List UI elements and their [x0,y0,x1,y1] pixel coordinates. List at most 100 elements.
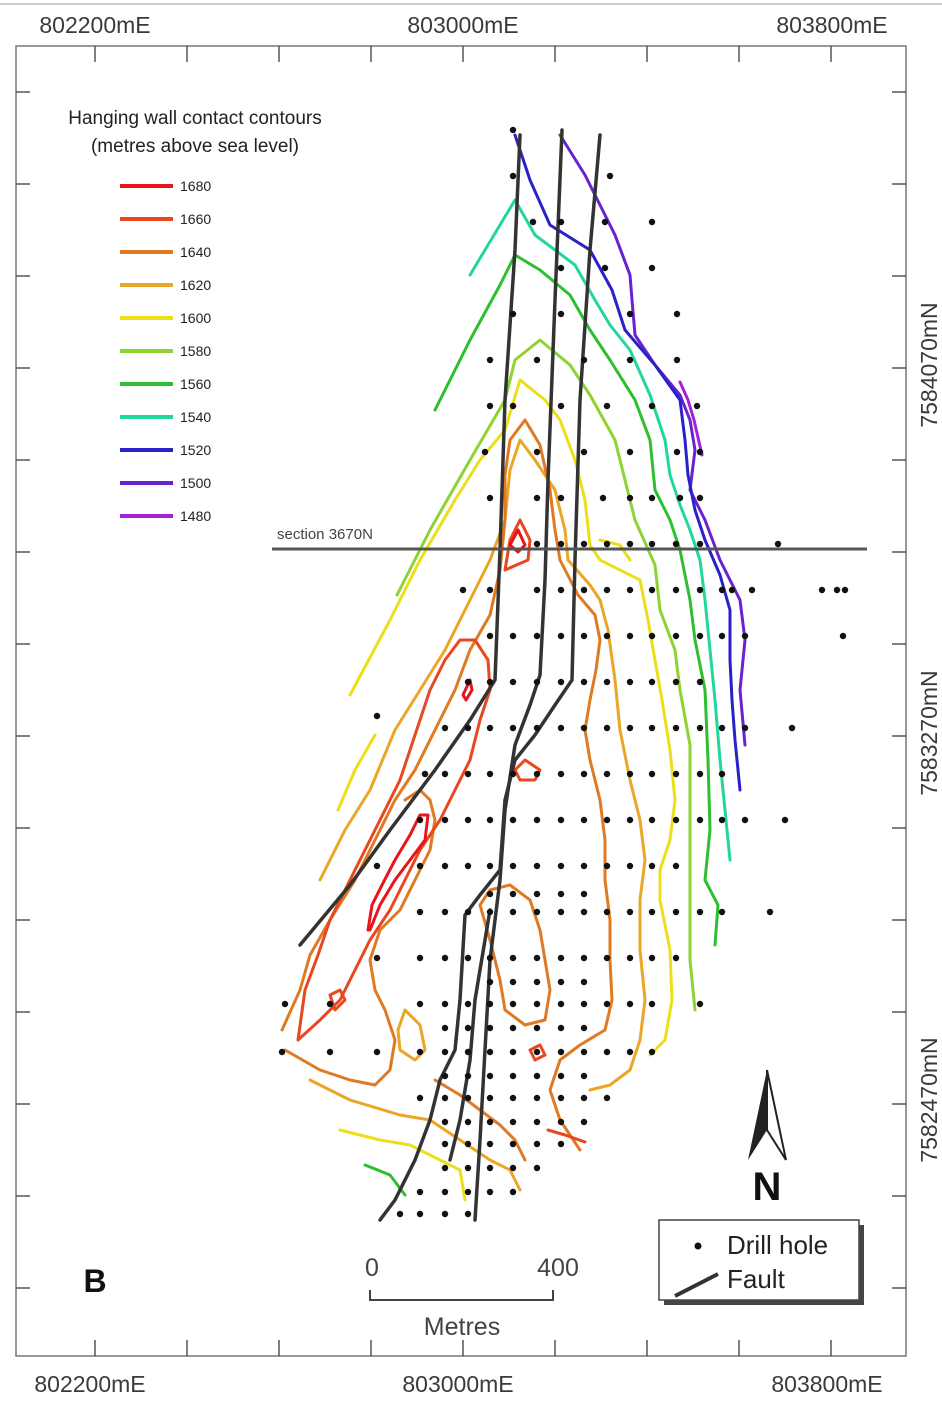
drill-hole [464,908,472,916]
drill-hole [672,632,680,640]
drill-hole [486,1094,494,1102]
drill-hole [648,402,656,410]
drill-hole [416,862,424,870]
drill-hole [486,586,494,594]
drill-hole [486,724,494,732]
drill-hole [509,310,517,318]
northing-label-2: 7583270mN [916,670,942,795]
easting-label-top-1: 802200mE [39,12,150,38]
contour-1640-loop [283,788,437,1087]
contour-1660 [296,638,492,1042]
drill-hole [441,1048,449,1056]
drill-hole [728,586,736,594]
easting-label-top-3: 803800mE [776,12,887,38]
drill-hole [580,356,588,364]
drill-hole [599,494,607,502]
drill-hole [441,770,449,778]
drill-hole [748,586,756,594]
section-label: section 3670N [277,526,373,543]
drill-hole [693,402,701,410]
drill-hole [580,978,588,986]
drill-hole [557,724,565,732]
drill-hole [509,978,517,986]
drill-hole [557,862,565,870]
drill-hole [580,540,588,548]
drill-hole [486,1048,494,1056]
drill-hole [696,540,704,548]
drill-hole [326,1048,334,1056]
drill-hole [648,724,656,732]
drill-hole [533,1072,541,1080]
drill-hole [459,586,467,594]
key-fault-label: Fault [727,1264,786,1294]
drill-hole [509,1024,517,1032]
drill-hole [580,678,588,686]
drill-hole [557,402,565,410]
contour-1660-loop2 [328,988,347,1012]
contour-1620 [318,438,647,1092]
drill-hole [557,770,565,778]
contour-1640-mid [478,883,552,1027]
drill-hole [416,1000,424,1008]
drill-hole [441,724,449,732]
contour-1520 [513,133,742,792]
drill-hole [533,816,541,824]
drill-hole [557,310,565,318]
drill-hole [509,724,517,732]
contour-1480 [678,380,704,457]
drill-hole [509,1000,517,1008]
drill-hole [580,586,588,594]
scale-start-label: 0 [365,1254,379,1282]
legend-label: 1500 [180,475,211,491]
drill-hole [533,448,541,456]
scale-unit-label: Metres [424,1313,500,1341]
fault-line-2 [473,128,564,1222]
drill-hole [509,1048,517,1056]
scale-end-label: 400 [537,1254,579,1282]
drill-hole [626,908,634,916]
drill-hole [696,494,704,502]
legend-label: 1520 [180,442,211,458]
drill-hole [788,724,796,732]
drill-hole [603,678,611,686]
drill-hole [580,1024,588,1032]
drill-hole [441,816,449,824]
drill-hole [672,678,680,686]
drill-hole [557,954,565,962]
drill-hole [486,954,494,962]
drill-hole [626,586,634,594]
contour-1560 [433,253,720,947]
drill-hole [580,1118,588,1126]
drill-hole [557,1000,565,1008]
scale-bar-line [369,1290,554,1301]
drill-hole [557,264,565,272]
drill-hole [601,264,609,272]
drill-hole [603,586,611,594]
drill-hole [486,978,494,986]
drill-hole [648,494,656,502]
drill-hole [648,632,656,640]
scale-bar: 0 400 Metres [365,1254,579,1341]
drill-hole [626,310,634,318]
drill-hole [603,540,611,548]
drill-hole [648,540,656,548]
drill-hole [464,770,472,778]
drill-hole [648,218,656,226]
key-drill-hole-label: Drill hole [727,1230,828,1260]
legend-label: 1580 [180,343,211,359]
drill-hole [603,632,611,640]
easting-label-bottom-2: 803000mE [402,1371,513,1397]
drill-hole [696,632,704,640]
drill-hole [486,356,494,364]
drill-hole [509,908,517,916]
drill-hole [601,218,609,226]
drill-hole [557,1118,565,1126]
drill-hole [580,770,588,778]
drill-hole [580,632,588,640]
drill-hole [509,402,517,410]
drill-hole [580,862,588,870]
drill-hole [741,724,749,732]
contour-1660-south2 [546,1128,587,1144]
drill-hole [603,1048,611,1056]
